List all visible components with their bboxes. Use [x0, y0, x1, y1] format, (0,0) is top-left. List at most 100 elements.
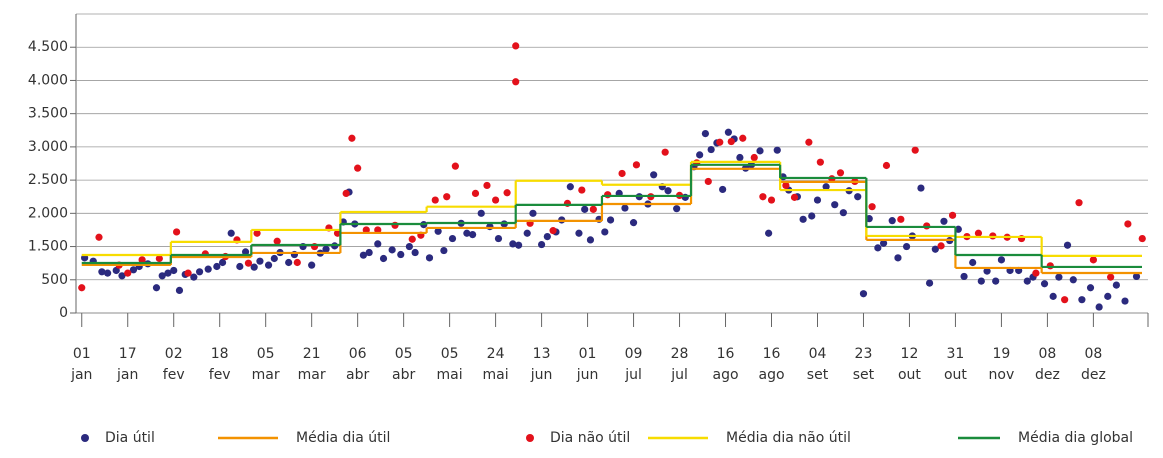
legend-marker	[526, 434, 534, 442]
x-tick-label: 02 fev	[162, 346, 185, 383]
dot	[724, 128, 732, 136]
dot	[308, 261, 316, 269]
dot	[195, 268, 204, 276]
dot	[983, 267, 991, 275]
x-tick-label: 21 mar	[297, 346, 326, 383]
dot	[805, 138, 813, 146]
dot	[586, 236, 595, 244]
dot	[813, 196, 822, 204]
dot	[1063, 241, 1072, 249]
dot	[293, 258, 301, 267]
dot	[782, 181, 790, 190]
dot	[463, 229, 471, 237]
dot	[707, 145, 715, 154]
dot	[523, 229, 531, 237]
step-series	[81, 160, 1142, 257]
dot	[739, 134, 747, 142]
dot	[1138, 234, 1146, 243]
dot	[434, 227, 442, 235]
dot	[974, 229, 983, 237]
dot	[379, 254, 388, 263]
dot	[98, 268, 106, 276]
dot	[581, 205, 589, 213]
legend-label: Dia útil	[105, 430, 155, 446]
dot	[948, 211, 957, 219]
dot	[888, 217, 896, 225]
dot	[589, 205, 597, 213]
dot	[859, 290, 868, 298]
dot	[543, 232, 551, 241]
dot	[937, 242, 945, 250]
dot	[1040, 280, 1049, 288]
dot	[138, 256, 146, 264]
x-tick-label: 16 ago	[758, 346, 785, 383]
dot	[285, 258, 293, 267]
x-tick-label: 17 jan	[117, 346, 139, 383]
dot	[997, 256, 1006, 264]
legend-label: Média dia global	[1018, 430, 1133, 446]
x-tick-label: 13 jun	[530, 346, 553, 383]
dot	[129, 266, 138, 274]
dot	[1069, 276, 1077, 284]
dot	[529, 209, 537, 217]
dot	[940, 217, 948, 225]
dot	[256, 257, 264, 265]
dot	[902, 242, 911, 251]
dot	[469, 230, 477, 239]
dot	[1124, 220, 1132, 228]
dot	[925, 279, 934, 287]
dot	[1075, 199, 1083, 207]
dot	[503, 189, 511, 197]
dot	[765, 229, 773, 237]
dot	[1055, 273, 1063, 281]
y-tick-label: 3.000	[28, 139, 68, 155]
dot	[799, 215, 807, 223]
dot	[152, 284, 161, 292]
x-tick-label: 01 jan	[71, 346, 93, 383]
dot	[931, 245, 939, 253]
dot	[661, 148, 669, 156]
dot	[78, 284, 86, 292]
dot	[443, 193, 451, 201]
dot	[158, 272, 166, 280]
x-tick-label: 08 dez	[1080, 346, 1106, 383]
dot	[992, 277, 1000, 285]
y-tick-label: 2.000	[28, 205, 68, 221]
dot	[1121, 297, 1129, 305]
dot	[618, 169, 626, 178]
x-tick-label: 12 out	[897, 346, 921, 383]
dot	[621, 204, 629, 212]
dot	[509, 240, 517, 248]
dot	[549, 227, 557, 235]
dot	[629, 219, 638, 227]
dot	[362, 226, 370, 234]
dot	[253, 229, 261, 237]
dot	[374, 226, 382, 234]
dot	[650, 171, 658, 179]
dot	[854, 193, 862, 201]
dot	[273, 237, 281, 245]
dot	[1132, 272, 1141, 281]
dot	[601, 228, 609, 236]
dot	[213, 262, 221, 271]
dot	[1089, 256, 1097, 264]
dot	[604, 191, 612, 199]
y-tick-label: 4.500	[28, 39, 68, 55]
y-tick-label: 4.000	[28, 72, 68, 88]
dot	[95, 233, 103, 241]
dot	[408, 235, 416, 243]
dot	[486, 223, 494, 231]
dot	[575, 229, 583, 237]
x-tick-label: 16 ago	[712, 346, 739, 383]
dot	[1061, 296, 1069, 304]
dot	[632, 161, 641, 169]
x-tick-label: 04 set	[806, 346, 829, 383]
dot	[960, 272, 968, 281]
legend-marker	[81, 434, 89, 442]
dot	[716, 138, 724, 146]
dot	[118, 272, 126, 280]
dot	[170, 266, 178, 275]
dot	[969, 258, 977, 267]
dot	[879, 239, 888, 247]
dot	[359, 251, 367, 259]
